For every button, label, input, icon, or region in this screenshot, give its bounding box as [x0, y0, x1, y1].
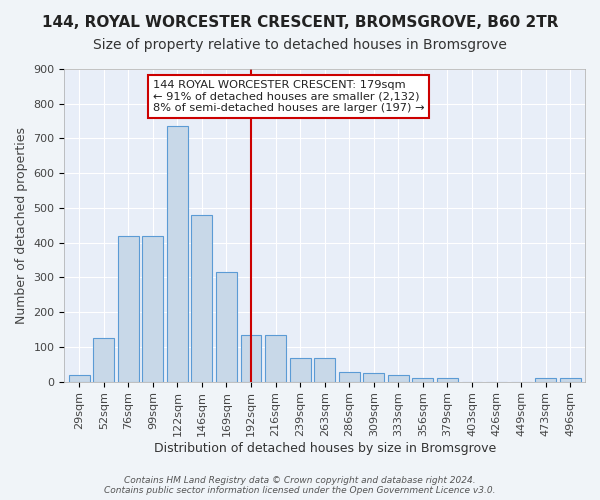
Bar [93, 338, 114, 382]
Bar [118, 236, 139, 382]
Bar [388, 374, 409, 382]
Bar [142, 236, 163, 382]
X-axis label: Distribution of detached houses by size in Bromsgrove: Distribution of detached houses by size … [154, 442, 496, 455]
Bar [167, 126, 188, 382]
Bar [412, 378, 433, 382]
Bar [241, 334, 262, 382]
Bar [535, 378, 556, 382]
Bar [216, 272, 237, 382]
Text: Contains HM Land Registry data © Crown copyright and database right 2024.
Contai: Contains HM Land Registry data © Crown c… [104, 476, 496, 495]
Bar [437, 378, 458, 382]
Bar [364, 373, 384, 382]
Bar [314, 358, 335, 382]
Bar [191, 215, 212, 382]
Text: 144 ROYAL WORCESTER CRESCENT: 179sqm
← 91% of detached houses are smaller (2,132: 144 ROYAL WORCESTER CRESCENT: 179sqm ← 9… [153, 80, 424, 113]
Bar [69, 374, 89, 382]
Bar [339, 372, 359, 382]
Text: Size of property relative to detached houses in Bromsgrove: Size of property relative to detached ho… [93, 38, 507, 52]
Bar [290, 358, 311, 382]
Y-axis label: Number of detached properties: Number of detached properties [15, 127, 28, 324]
Bar [265, 334, 286, 382]
Bar [560, 378, 581, 382]
Text: 144, ROYAL WORCESTER CRESCENT, BROMSGROVE, B60 2TR: 144, ROYAL WORCESTER CRESCENT, BROMSGROV… [42, 15, 558, 30]
